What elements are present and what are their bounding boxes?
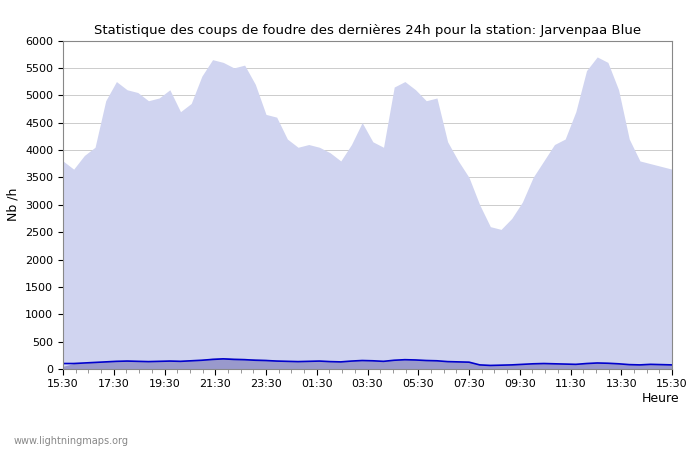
Text: Heure: Heure: [641, 392, 679, 405]
Y-axis label: Nb /h: Nb /h: [6, 188, 20, 221]
Title: Statistique des coups de foudre des dernières 24h pour la station: Jarvenpaa Blu: Statistique des coups de foudre des dern…: [94, 23, 641, 36]
Text: www.lightningmaps.org: www.lightningmaps.org: [14, 436, 129, 446]
